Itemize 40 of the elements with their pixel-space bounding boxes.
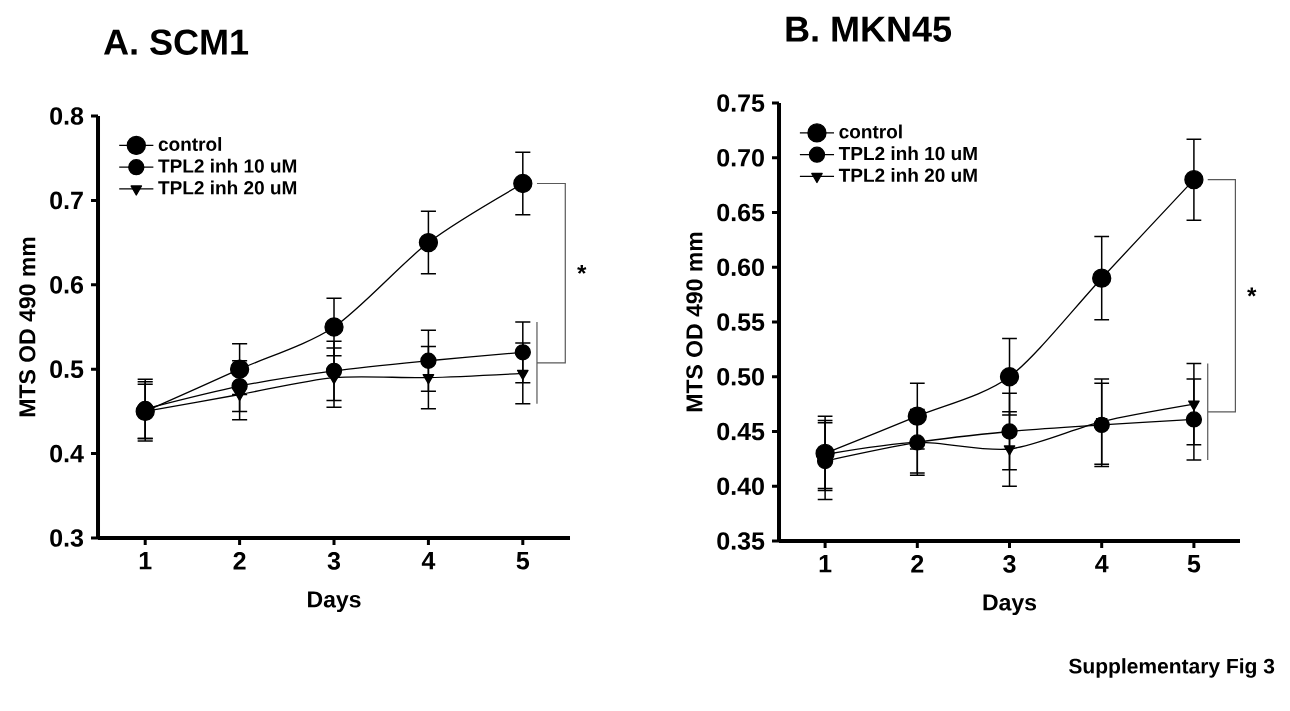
y-tick-label: 0.35 (717, 532, 765, 550)
x-tick-label: 1 (139, 552, 152, 570)
x-tick-label: 4 (1095, 555, 1109, 573)
text: * (1247, 287, 1257, 297)
x-tick-label: 5 (1187, 555, 1201, 573)
y-tick-label: 0.3 (50, 529, 84, 547)
y-tick-label: 0.65 (717, 203, 765, 222)
y-tick-label: 0.70 (717, 148, 764, 167)
legend-label: TPL2 inh 20 uM (838, 168, 977, 183)
x-tick-label: 1 (819, 555, 832, 573)
legend-label: TPL2 inh 10 uM (158, 158, 297, 173)
text: * (577, 264, 587, 274)
x-axis-title: Days (983, 594, 1037, 616)
y-tick-label: 0.6 (50, 275, 84, 294)
chart-title: B. MKN45 (786, 16, 952, 42)
y-tick-label: 0.5 (50, 360, 84, 379)
y-tick-label: 0.55 (717, 313, 765, 331)
y-tick-label: 0.45 (717, 422, 765, 441)
y-tick-label: 0.75 (717, 94, 765, 112)
x-tick-label: 2 (911, 555, 924, 573)
chart-title: A. SCM1 (103, 29, 249, 55)
y-tick-label: 0.7 (50, 191, 83, 210)
text: Supplementary Fig 3 (1068, 658, 1275, 678)
y-tick-label: 0.50 (717, 367, 764, 386)
x-tick-label: 3 (1003, 555, 1016, 573)
legend-label: TPL2 inh 10 uM (838, 146, 977, 161)
y-tick-label: 0.60 (717, 258, 764, 277)
x-tick-label: 4 (421, 552, 436, 570)
x-tick-label: 5 (516, 552, 530, 570)
x-tick-label: 3 (327, 552, 341, 570)
legend-label: control (158, 137, 222, 152)
legend-label: TPL2 inh 20 uM (158, 180, 297, 195)
x-tick-label: 2 (233, 552, 246, 570)
y-tick-label: 0.8 (50, 107, 84, 125)
y-tick-label: 0.4 (50, 444, 84, 463)
y-tick-label: 0.40 (717, 477, 764, 496)
y-axis-title: MTS OD 490 mm (686, 232, 703, 412)
y-axis-title: MTS OD 490 mm (19, 237, 36, 417)
legend-label: control (839, 124, 902, 139)
x-axis-title: Days (308, 591, 361, 613)
